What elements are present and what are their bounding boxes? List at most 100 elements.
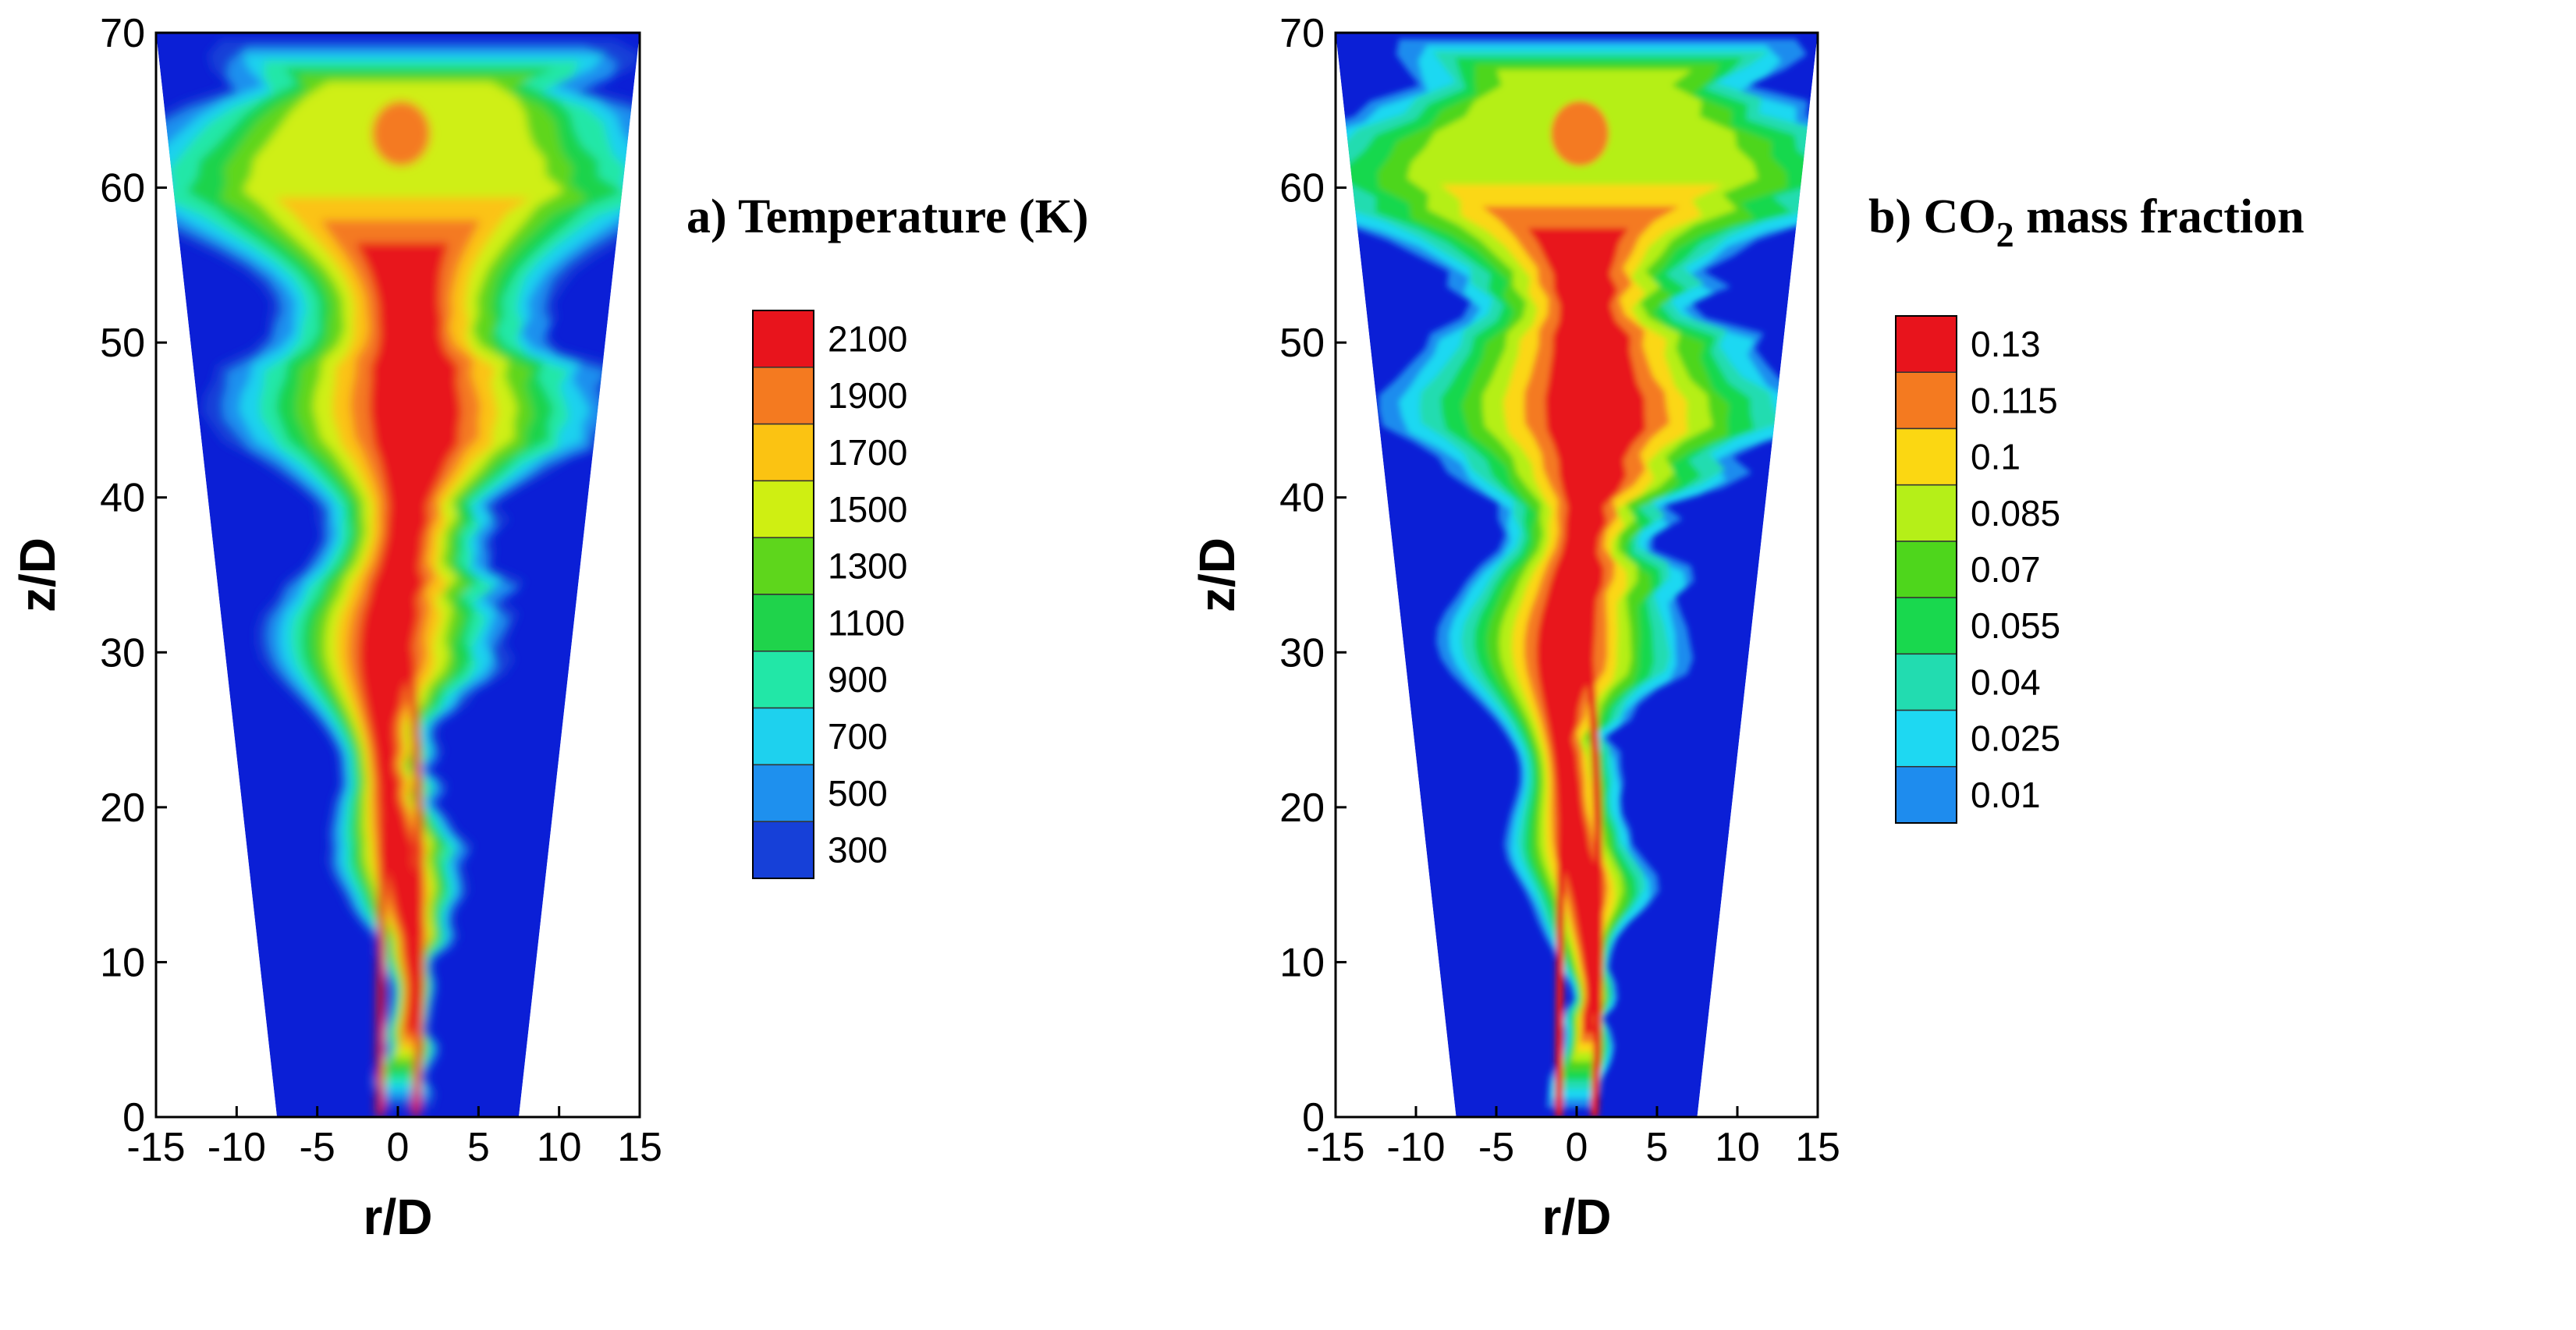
y-tick-label: 20 <box>1279 786 1325 831</box>
legend-swatch <box>752 707 814 766</box>
legend-swatch <box>1895 371 1957 430</box>
title-subscript: 2 <box>1996 215 2014 254</box>
jet-core <box>376 652 390 1117</box>
y-tick-label: 30 <box>1279 630 1325 676</box>
legend-label: 0.01 <box>1971 775 2041 815</box>
legend-label: 700 <box>828 716 888 757</box>
y-tick-label: 70 <box>1279 11 1325 56</box>
legend-label: 1300 <box>828 546 907 587</box>
legend-label: 300 <box>828 830 888 871</box>
legend-label: 0.13 <box>1971 324 2041 364</box>
y-tick-label: 20 <box>100 786 145 831</box>
x-tick-label: -5 <box>1478 1125 1514 1170</box>
contour-level-0 <box>1528 228 1646 1034</box>
legend-swatch <box>752 537 814 595</box>
legend-border <box>752 310 814 879</box>
panel-title: a) Temperature (K) <box>687 190 1088 243</box>
legend-label: 0.025 <box>1971 718 2060 759</box>
plume <box>1336 38 1818 1117</box>
legend-swatch <box>752 310 814 368</box>
x-tick-label: 15 <box>1795 1125 1840 1170</box>
legend-label: 1700 <box>828 432 907 473</box>
co2-contour-field <box>1336 33 1818 1117</box>
temperature-panel: -15 -10 -5 0 5 10 15 0 10 20 30 40 50 60 70 r/D z/D a… <box>9 11 1088 1245</box>
x-tick-label: 10 <box>1715 1125 1760 1170</box>
legend-swatch <box>752 594 814 652</box>
legend-swatch <box>1895 315 1957 373</box>
legend-swatch <box>1895 427 1957 486</box>
x-axis-label: r/D <box>364 1189 433 1245</box>
legend-label: 900 <box>828 659 888 700</box>
x-tick-label: 5 <box>1646 1125 1669 1170</box>
hot-spot <box>1551 101 1609 166</box>
legend-swatch <box>1895 709 1957 768</box>
legend-label: 0.085 <box>1971 493 2060 534</box>
legend-label: 1100 <box>828 602 905 643</box>
x-tick-label: -15 <box>126 1125 185 1170</box>
legend-label: 1500 <box>828 489 907 530</box>
jet-core <box>406 651 424 1117</box>
co2-panel: -15 -10 -5 0 5 10 15 0 10 20 30 40 50 60 70 r/D z/D b… <box>1189 11 2305 1245</box>
legend-swatch <box>1895 653 1957 711</box>
legend-label: 500 <box>828 773 888 814</box>
legend-swatch <box>1895 597 1957 655</box>
x-axis-label: r/D <box>1542 1189 1612 1245</box>
y-tick-label: 0 <box>122 1095 145 1140</box>
y-tick-label: 70 <box>100 11 145 56</box>
jet-core <box>1555 652 1569 1117</box>
title-main: b) CO <box>1868 190 1996 243</box>
x-tick-label: -15 <box>1306 1125 1364 1170</box>
legend-swatch <box>752 764 814 822</box>
x-tick-label: 0 <box>1566 1125 1588 1170</box>
panel-title: b) CO2 mass fraction <box>1868 190 2305 254</box>
legend-swatch <box>752 423 814 482</box>
y-axis-label: z/D <box>9 537 66 612</box>
y-axis-label: z/D <box>1189 537 1245 612</box>
y-tick-label: 10 <box>1279 940 1325 985</box>
x-tick-label: 5 <box>467 1125 490 1170</box>
legend-label: 0.1 <box>1971 437 2021 477</box>
y-tick-label: 50 <box>1279 321 1325 366</box>
legend-swatch <box>752 480 814 538</box>
y-tick-label: 60 <box>100 166 145 211</box>
x-axis-ticks: -15 -10 -5 0 5 10 15 <box>1306 1106 1840 1170</box>
x-tick-label: -10 <box>208 1125 266 1170</box>
legend-label: 0.07 <box>1971 549 2041 590</box>
x-tick-label: 10 <box>537 1125 582 1170</box>
color-legend: 2100 1900 1700 1500 1300 1100 900 700 500 300 <box>752 310 907 879</box>
temperature-contour-field <box>156 33 640 1117</box>
y-tick-label: 40 <box>100 476 145 521</box>
y-tick-label: 0 <box>1302 1095 1325 1140</box>
legend-label: 0.055 <box>1971 605 2060 646</box>
legend-swatch <box>752 651 814 709</box>
legend-label: 1900 <box>828 375 907 416</box>
y-tick-label: 50 <box>100 321 145 366</box>
contour-layers <box>156 33 640 1117</box>
hot-spot <box>371 101 431 166</box>
legend-swatch <box>1895 484 1957 542</box>
legend-label: 0.04 <box>1971 661 2041 702</box>
y-axis-ticks: 0 10 20 30 40 50 60 70 <box>100 11 167 1140</box>
x-tick-label: -10 <box>1386 1125 1445 1170</box>
legend-swatch <box>1895 541 1957 598</box>
title-rest: mass fraction <box>2014 190 2305 243</box>
color-legend: 0.13 0.115 0.1 0.085 0.07 0.055 0.04 0.025 0.01 <box>1895 315 2060 824</box>
plume <box>156 40 640 1117</box>
legend-swatch <box>752 367 814 425</box>
x-tick-label: 0 <box>387 1125 410 1170</box>
x-tick-label: 15 <box>617 1125 662 1170</box>
x-axis-ticks: -15 -10 -5 0 5 10 15 <box>126 1106 662 1170</box>
contour-layers <box>1336 33 1818 1117</box>
legend-swatch <box>752 821 814 879</box>
y-axis-ticks: 0 10 20 30 40 50 60 70 <box>1279 11 1347 1140</box>
legend-label: 0.115 <box>1971 380 2058 420</box>
y-tick-label: 30 <box>100 630 145 676</box>
legend-swatch <box>1895 766 1957 824</box>
jet-core <box>1584 651 1603 1117</box>
y-tick-label: 60 <box>1279 166 1325 211</box>
x-tick-label: -5 <box>300 1125 335 1170</box>
y-tick-label: 10 <box>100 940 145 985</box>
legend-border <box>1895 315 1957 824</box>
legend-label: 2100 <box>828 318 907 359</box>
